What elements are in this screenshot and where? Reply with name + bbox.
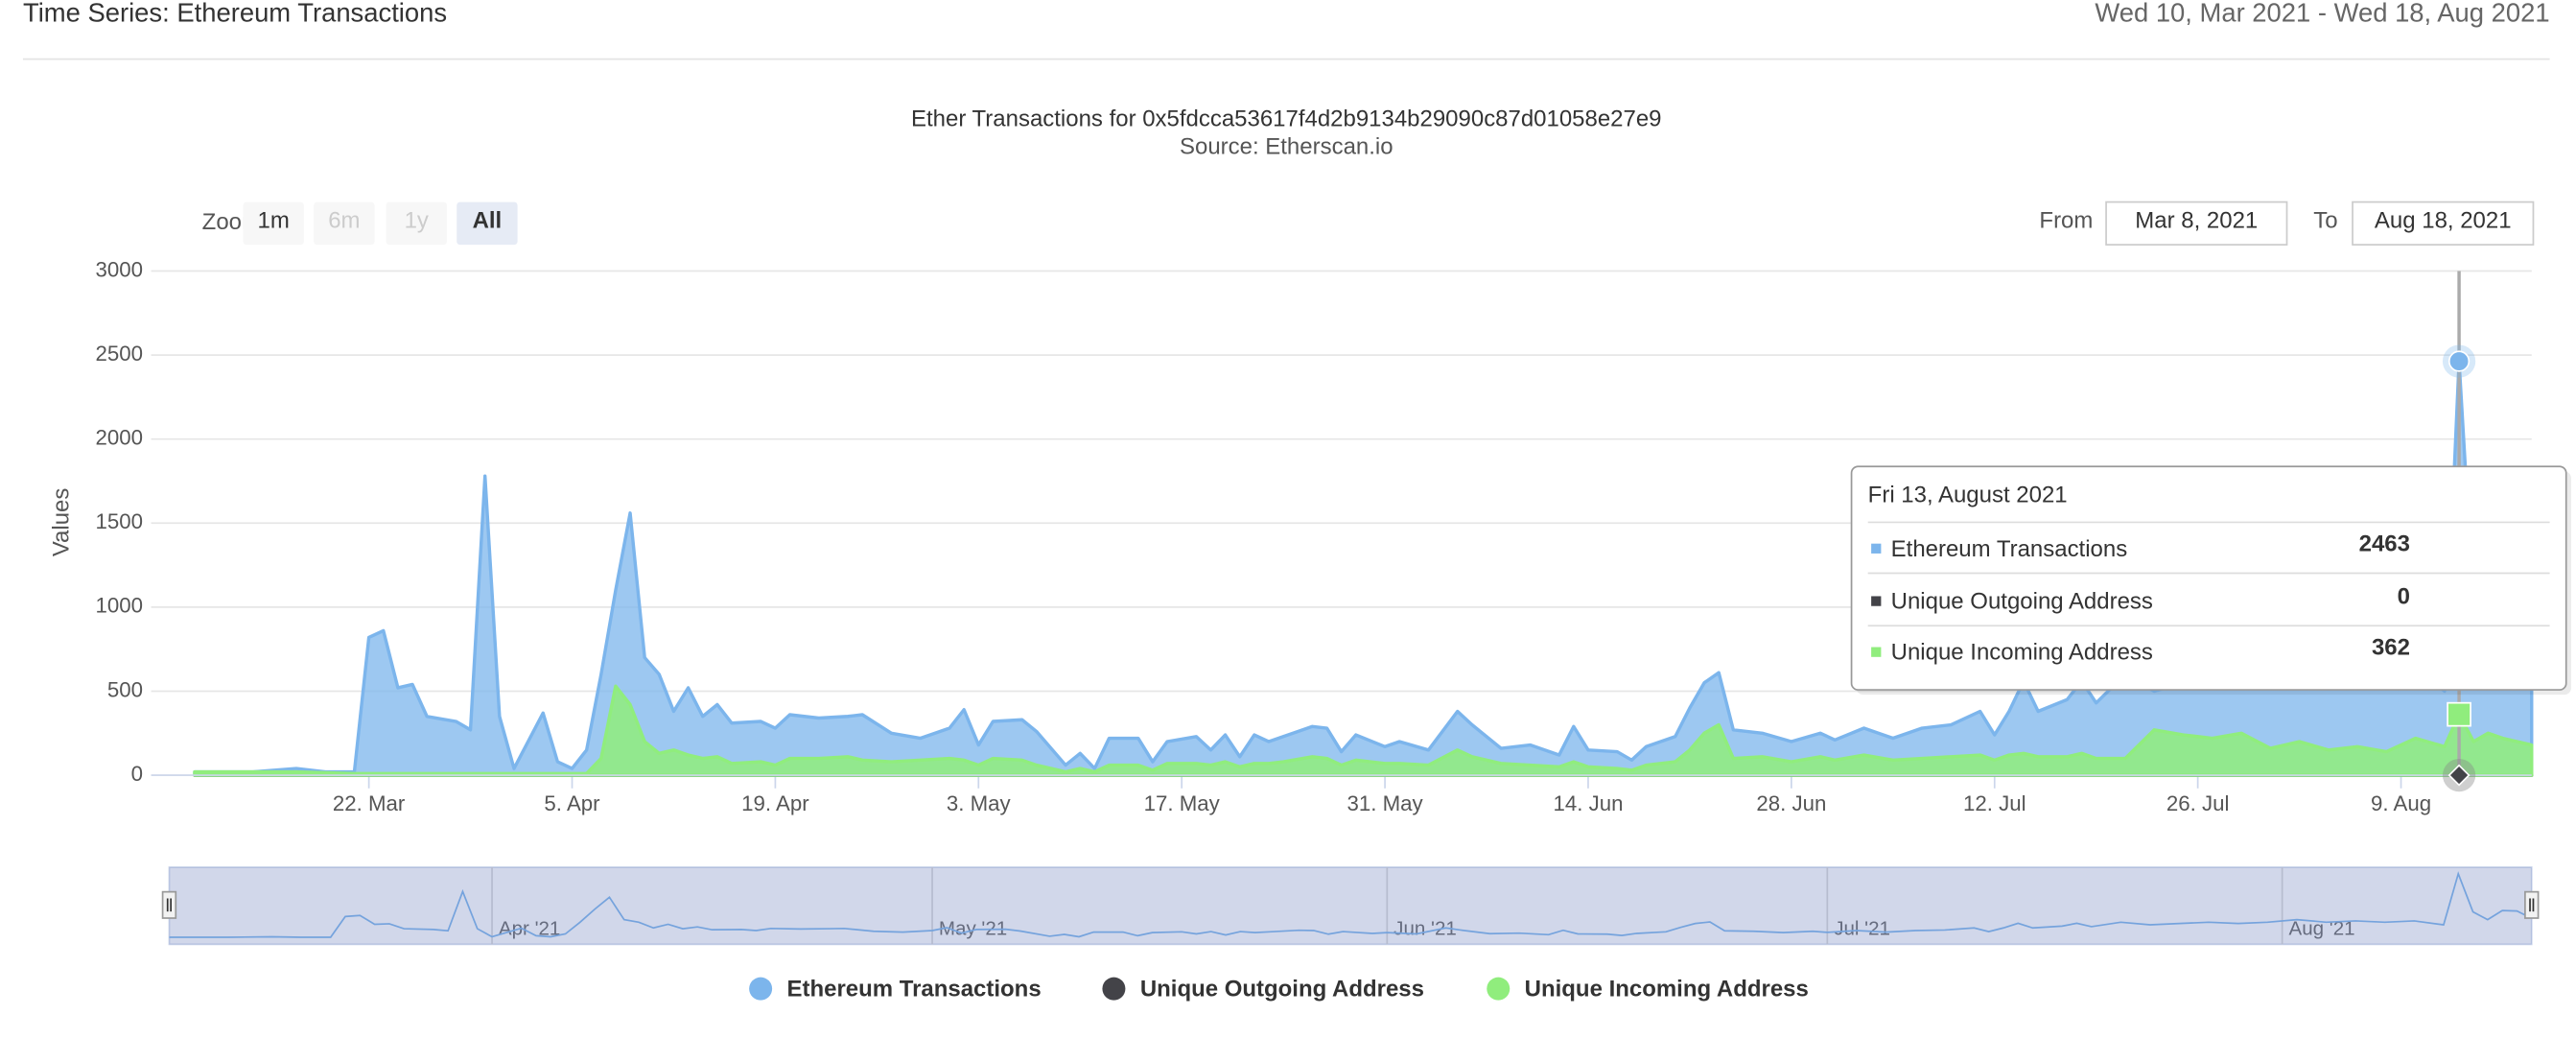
- y-axis-label: Values: [48, 488, 74, 557]
- tooltip-value: 0: [2398, 584, 2410, 610]
- zoom-button-label[interactable]: 1m: [258, 207, 290, 233]
- to-input[interactable]: [2352, 201, 2535, 246]
- y-tick-label: 1500: [96, 509, 144, 533]
- legend-label[interactable]: Unique Incoming Address: [1525, 977, 1809, 1003]
- navigator-tick-label: Apr '21: [499, 917, 560, 939]
- legend-label[interactable]: Ethereum Transactions: [787, 977, 1042, 1003]
- x-tick-label: 12. Jul: [1963, 791, 2026, 815]
- navigator-tick-label: Jul '21: [1834, 917, 1890, 939]
- x-tick-label: 3. May: [947, 791, 1012, 815]
- tooltip-value: 2463: [2359, 531, 2410, 557]
- from-input[interactable]: [2105, 201, 2288, 246]
- tooltip-series-name: Unique Incoming Address: [1891, 640, 2153, 666]
- hover-marker: [2447, 701, 2471, 727]
- navigator-tick-label: May '21: [939, 917, 1007, 939]
- x-tick-label: 31. May: [1347, 791, 1423, 815]
- zoom-button-label[interactable]: 6m: [328, 207, 360, 233]
- x-tick-label: 26. Jul: [2166, 791, 2230, 815]
- to-label: To: [2313, 207, 2337, 233]
- hover-marker: [2447, 350, 2471, 372]
- x-tick-label: 14. Jun: [1553, 791, 1623, 815]
- from-value[interactable]: Mar 8, 2021: [2135, 207, 2258, 233]
- navigator-series: [169, 871, 2533, 938]
- zoom-button[interactable]: [457, 201, 518, 246]
- legend-marker[interactable]: [749, 977, 773, 1001]
- zoom-button[interactable]: [386, 201, 447, 246]
- tooltip-swatch: [1871, 647, 1882, 657]
- series-area: [193, 684, 2534, 777]
- tooltip-series-name: Ethereum Transactions: [1891, 536, 2128, 562]
- tooltip-swatch: [1871, 596, 1882, 606]
- tooltip-series-name: Unique Outgoing Address: [1891, 589, 2153, 615]
- y-tick-label: 2500: [96, 342, 144, 366]
- legend-label[interactable]: Unique Outgoing Address: [1140, 977, 1424, 1003]
- y-tick-label: 500: [107, 677, 143, 701]
- to-value[interactable]: Aug 18, 2021: [2375, 207, 2512, 233]
- zoom-button[interactable]: [314, 201, 375, 246]
- y-tick-label: 0: [131, 762, 143, 786]
- x-tick-label: 17. May: [1144, 791, 1221, 815]
- navigator-mask: [169, 866, 2532, 945]
- tooltip-title: Fri 13, August 2021: [1868, 482, 2068, 507]
- tooltip-value: 362: [2372, 635, 2410, 661]
- zoom-button-label[interactable]: 1y: [405, 207, 429, 233]
- legend-marker[interactable]: [1102, 977, 1126, 1001]
- x-tick-label: 28. Jun: [1756, 791, 1826, 815]
- legend-marker[interactable]: [1487, 977, 1510, 1001]
- x-tick-label: 9. Aug: [2371, 791, 2431, 815]
- header-title: Time Series: Ethereum Transactions: [23, 0, 447, 28]
- chart-title: Ether Transactions for 0x5fdcca53617f4d2…: [911, 106, 1662, 131]
- y-tick-label: 2000: [96, 426, 144, 450]
- chart-subtitle: Source: Etherscan.io: [1180, 133, 1393, 159]
- zoom-button[interactable]: [243, 201, 304, 246]
- header-range: Wed 10, Mar 2021 - Wed 18, Aug 2021: [2095, 0, 2549, 28]
- navigator-handle[interactable]: [2524, 890, 2540, 919]
- y-tick-label: 3000: [96, 257, 144, 281]
- navigator-handle[interactable]: [161, 890, 177, 919]
- from-label: From: [2039, 207, 2093, 233]
- x-tick-label: 19. Apr: [741, 791, 809, 815]
- x-tick-label: 5. Apr: [544, 791, 600, 815]
- zoom-button-label[interactable]: All: [473, 207, 503, 233]
- navigator-tick-label: Aug '21: [2288, 917, 2354, 939]
- x-tick-label: 22. Mar: [333, 791, 406, 815]
- hover-marker: [2447, 764, 2471, 787]
- tooltip-swatch: [1871, 543, 1882, 554]
- y-tick-label: 1000: [96, 594, 144, 618]
